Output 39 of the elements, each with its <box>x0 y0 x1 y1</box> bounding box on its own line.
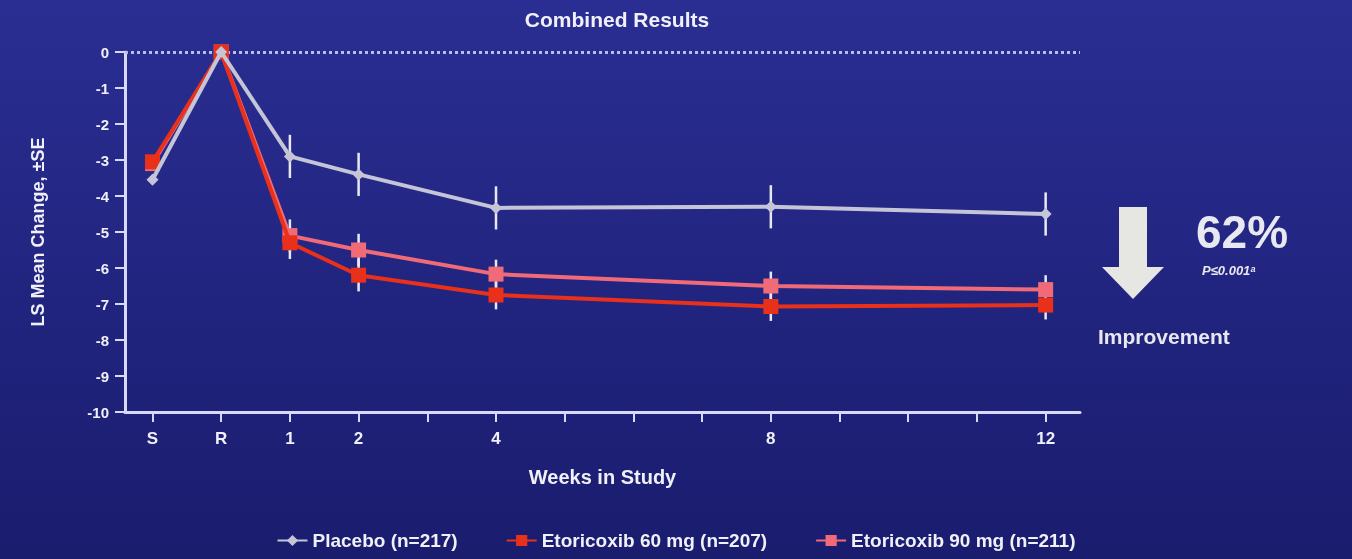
point <box>488 266 504 282</box>
point <box>351 267 367 283</box>
y-tick-label: -9 <box>95 367 109 385</box>
point <box>1038 297 1054 313</box>
point <box>763 278 779 294</box>
text: P≤0.001ᵃ <box>1202 263 1256 278</box>
text: 62% <box>1196 205 1289 259</box>
y-tick-label: -1 <box>95 79 109 97</box>
point <box>1038 282 1054 298</box>
y-tick-label: -3 <box>95 151 109 169</box>
x-tick-label: 2 <box>353 429 364 448</box>
text: Improvement <box>1098 325 1230 349</box>
legend-label: Etoricoxib 60 mg (n=207) <box>541 530 768 551</box>
x-tick-label: 4 <box>491 429 502 448</box>
point <box>352 168 365 181</box>
x-axis-title: Weeks in Study <box>528 466 678 488</box>
x-tick-label: 1 <box>285 429 295 448</box>
x-tick-label: 12 <box>1036 429 1056 448</box>
point <box>351 242 367 258</box>
y-tick-label: -7 <box>95 295 109 313</box>
y-axis-title: LS Mean Change, ±SE <box>28 137 48 327</box>
y-tick-label: -8 <box>95 331 109 349</box>
point <box>282 235 298 251</box>
y-tick-label: -6 <box>95 259 109 277</box>
point <box>283 150 296 163</box>
point <box>763 299 779 315</box>
y-tick-label: 0 <box>100 43 109 61</box>
x-tick-label: 8 <box>766 429 776 448</box>
point <box>488 287 504 303</box>
x-tick-label: S <box>146 429 159 448</box>
y-tick-label: -4 <box>95 187 110 205</box>
x-tick-label: R <box>215 429 228 448</box>
y-tick-label: -10 <box>87 403 109 421</box>
chart-title: Combined Results <box>524 8 710 31</box>
y-tick-label: -5 <box>95 223 109 241</box>
point <box>146 173 159 186</box>
legend-label: Etoricoxib 90 mg (n=211) <box>851 530 1076 551</box>
legend-label: Placebo (n=217) <box>312 530 458 551</box>
y-tick-label: -2 <box>95 115 109 133</box>
